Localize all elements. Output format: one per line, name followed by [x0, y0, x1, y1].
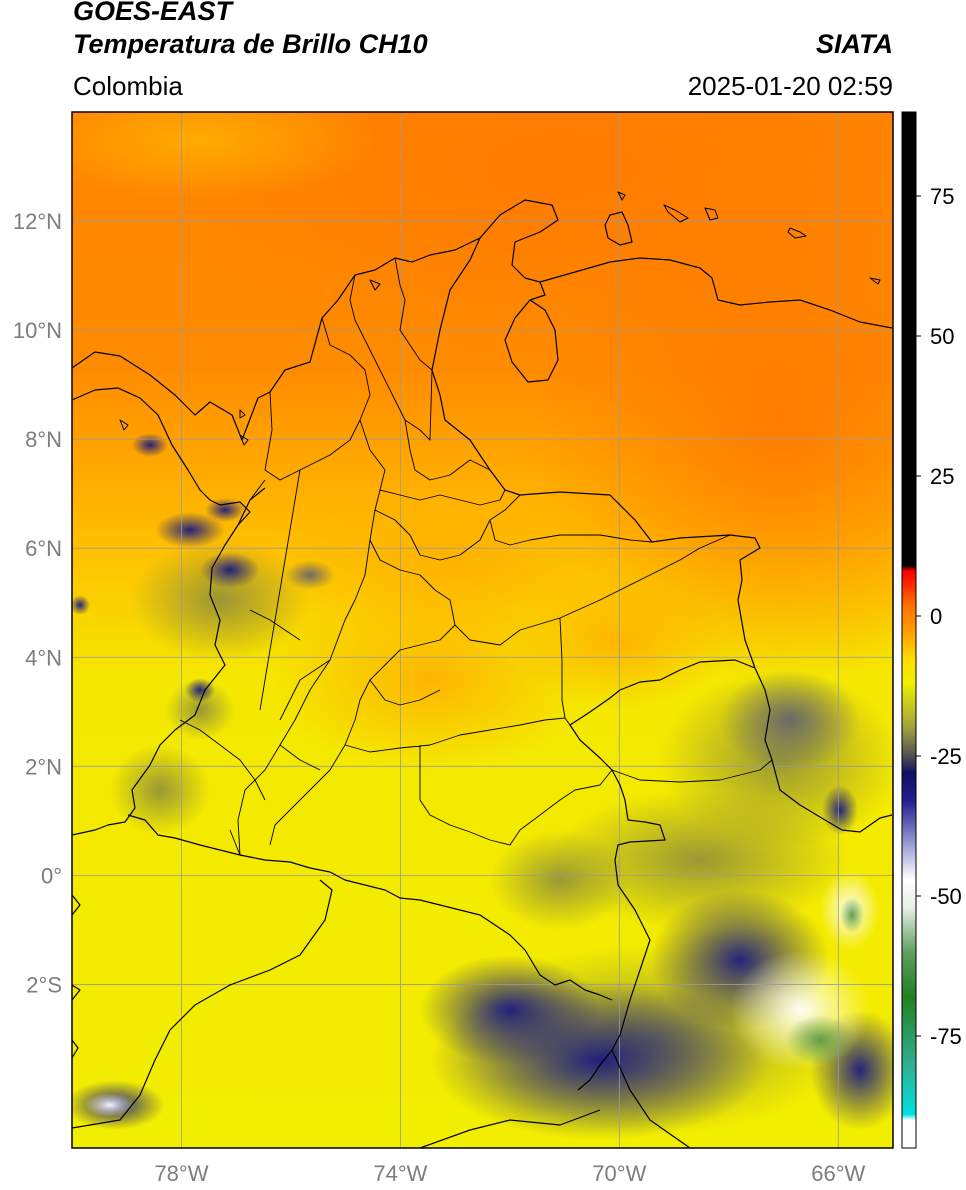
- coastline-pacific-north: [72, 387, 251, 526]
- border-colombia-venezuela: [431, 237, 761, 669]
- border-colombia-peru-ecuador: [127, 814, 613, 1001]
- coastline-caribbean: [72, 199, 559, 441]
- lat-tick-label: 12°N: [13, 209, 62, 234]
- graticule: [72, 112, 893, 1148]
- product-title: Temperatura de Brillo CH10: [73, 29, 428, 59]
- lon-tick-label: 74°W: [373, 1161, 427, 1186]
- colorbar-tick-label: -25: [930, 744, 962, 769]
- colorbar-tick-label: 25: [930, 464, 954, 489]
- colorbar-tick-label: 0: [930, 604, 942, 629]
- border-peru-brazil: [611, 1049, 691, 1148]
- brightness-temperature-field: [72, 112, 893, 1148]
- border-colombia-brazil: [569, 659, 756, 1091]
- border-misc-south: [419, 1109, 601, 1148]
- islands: [119, 191, 881, 446]
- colorbar-tick-label: -75: [930, 1024, 962, 1049]
- lon-tick-label: 78°W: [154, 1161, 208, 1186]
- colorbar-tick-label: -50: [930, 884, 962, 909]
- colorbar: 75 50 25 0 -25 -50 -75: [901, 111, 962, 1149]
- lat-tick-label: 0°: [41, 863, 62, 888]
- colorbar-ticks: 75 50 25 0 -25 -50 -75: [916, 184, 962, 1049]
- satellite-title: GOES-EAST: [73, 0, 233, 26]
- latitude-labels: 12°N 10°N 8°N 6°N 4°N 2°N 0° 2°S: [13, 209, 62, 997]
- paraguana: [604, 211, 633, 246]
- colorbar-tick-label: 50: [930, 324, 954, 349]
- longitude-labels: 78°W 74°W 70°W 66°W: [154, 1161, 865, 1186]
- agency-label: SIATA: [816, 29, 893, 59]
- lat-tick-label: 2°S: [26, 972, 62, 997]
- lake-maracaibo: [504, 299, 559, 383]
- colorbar-scale: [901, 111, 917, 1149]
- border-brazil-venezuela: [754, 667, 893, 833]
- coastline-venezuela: [539, 257, 893, 329]
- lat-tick-label: 4°N: [25, 645, 62, 670]
- coastline-peru: [72, 879, 333, 1129]
- lat-tick-label: 6°N: [25, 536, 62, 561]
- timestamp-label: 2025-01-20 02:59: [687, 71, 893, 101]
- lat-tick-label: 10°N: [13, 318, 62, 343]
- lon-tick-label: 70°W: [592, 1161, 646, 1186]
- lon-tick-label: 66°W: [811, 1161, 865, 1186]
- country-borders: [72, 191, 893, 1148]
- departments: [179, 257, 773, 861]
- region-label: Colombia: [73, 71, 183, 101]
- colorbar-tick-label: 75: [930, 184, 954, 209]
- map-frame: [71, 111, 894, 1149]
- lat-tick-label: 2°N: [25, 754, 62, 779]
- coastline-ecuador: [72, 894, 81, 916]
- lat-tick-label: 8°N: [25, 427, 62, 452]
